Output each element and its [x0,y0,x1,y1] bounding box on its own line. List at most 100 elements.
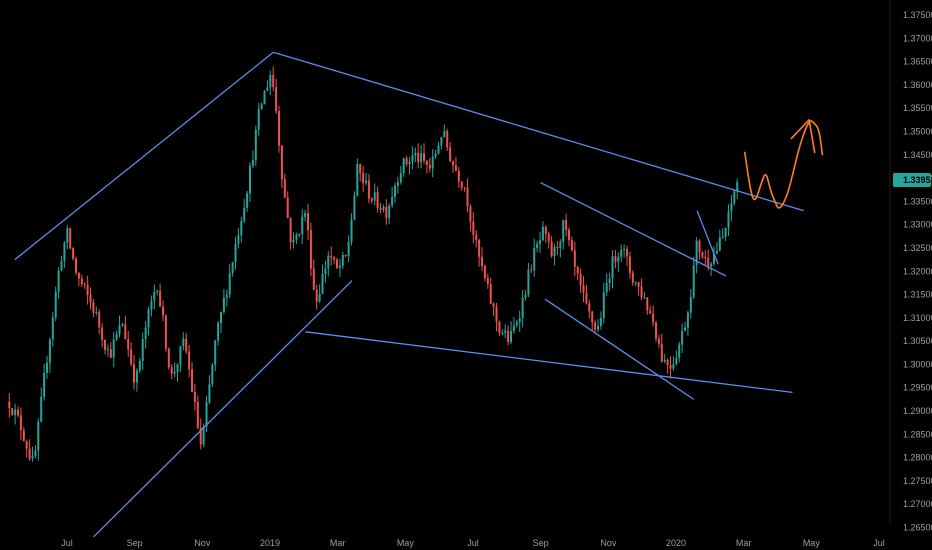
trendlines[interactable] [14,51,804,538]
candle-body [234,243,237,263]
candle-body [69,228,72,249]
trendline[interactable] [273,51,804,212]
candle-body [22,430,25,442]
candle-body [559,241,562,249]
candle-body [440,136,443,146]
price-tick-label: 1.34500 [903,150,932,160]
candle-body [617,256,620,262]
candle-body [379,208,382,211]
candle-body [396,182,399,186]
candle-body [40,396,43,422]
price-tick-label: 1.36000 [903,80,932,90]
candle-body [353,195,356,220]
time-tick-label: May [803,538,821,548]
candle-body [483,266,486,279]
candle-body [594,322,597,330]
candle-body [182,338,185,347]
price-tick-label: 1.29500 [903,383,932,393]
candle-body [121,323,124,326]
candle-body [597,326,600,330]
projection-path[interactable] [743,120,824,209]
candle-body [196,401,199,428]
time-axis[interactable]: Jul Sep Nov 2019 Mar May Jul Sep Nov 2020 Mar May Ju… [61,538,885,548]
candle-body [605,283,608,293]
candle-body [341,254,344,266]
candle-body [8,401,11,409]
candle-body [573,250,576,267]
candle-body [83,284,86,286]
candle-body [63,242,66,262]
candle-body [144,327,147,340]
candle-body [54,291,57,318]
trendline[interactable] [544,298,695,400]
candle-body [164,315,167,349]
candle-body [669,364,672,369]
candle-body [541,226,544,240]
trendline[interactable] [305,331,793,394]
candle-body [57,270,60,292]
candle-body [588,303,591,312]
candle-body [141,339,144,361]
candle-body [312,268,315,290]
candle-body [512,325,515,332]
candle-body [672,364,675,369]
candle-body [240,220,243,236]
candle-body [34,450,37,457]
trendline[interactable] [93,280,353,538]
candle-body [350,219,353,242]
candle-body [623,249,626,251]
price-tick-label: 1.32500 [903,243,932,253]
candle-body [599,318,602,327]
candle-body [713,253,716,264]
candle-body [309,230,312,269]
candle-body [101,327,104,340]
candle-body [191,369,194,392]
candle-body [434,153,437,157]
candle-body [153,291,156,301]
candle-body [457,170,460,182]
candle-body [385,206,388,218]
candle-body [283,179,286,198]
candle-body [347,241,350,256]
time-tick-label: Mar [330,538,346,548]
candle-body [266,87,269,91]
candle-body [562,220,565,242]
candle-body [602,292,605,319]
candle-body [167,348,170,368]
candle-body [251,160,254,166]
candle-body [211,364,214,385]
price-tick-label: 1.30000 [903,359,932,369]
candle-body [663,359,666,362]
candle-body [591,311,594,323]
price-axis[interactable]: 1.37500 1.37000 1.36500 1.36000 1.35500 1.350… [903,10,932,533]
candle-body [249,165,252,194]
time-tick-label: Mar [736,538,752,548]
candle-body [527,269,530,295]
candle-body [150,300,153,310]
projection-drawing[interactable] [743,119,824,209]
candle-body [643,297,646,299]
candle-body [75,258,78,273]
candle-body [14,409,17,416]
candle-body [515,322,518,326]
candle-body [220,312,223,323]
candle-body [243,207,246,221]
candle-body [51,317,54,340]
candle-body [536,243,539,248]
candle-body [721,236,724,238]
candle-body [414,152,417,156]
candle-body [608,278,611,284]
candle-body [382,206,385,211]
trendline[interactable] [696,210,719,265]
candle-body [275,87,278,112]
price-tick-label: 1.26500 [903,523,932,533]
candle-body [553,246,556,257]
candle-body [263,90,266,105]
price-tick-label: 1.33500 [903,196,932,206]
candle-body [475,234,478,241]
candle-body [443,131,446,137]
trendline[interactable] [540,182,727,277]
trendline[interactable] [14,51,274,261]
